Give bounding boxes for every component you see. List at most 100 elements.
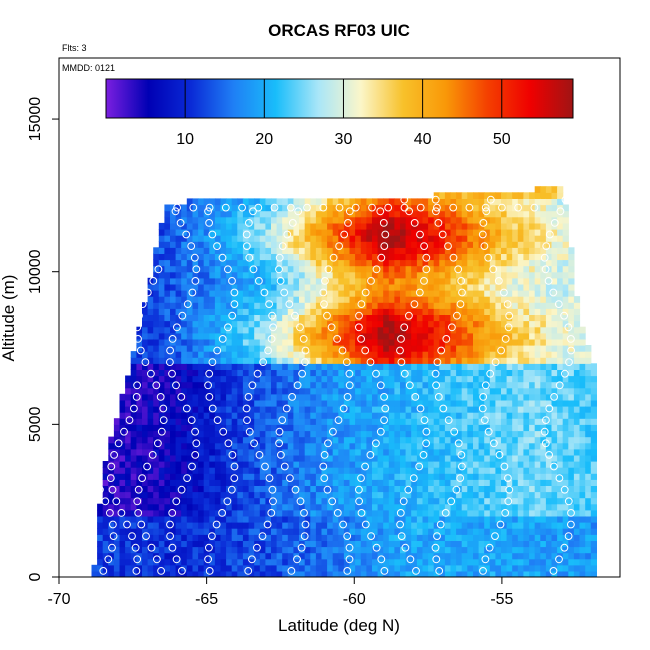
heatmap-cell: [158, 320, 165, 328]
heatmap-cell: [360, 546, 367, 554]
heatmap-cell: [512, 369, 519, 377]
heatmap-cell: [242, 461, 250, 468]
heatmap-cell: [310, 253, 317, 261]
heatmap-cell: [383, 345, 390, 352]
heatmap-cell: [198, 387, 205, 395]
heatmap-cell: [226, 216, 233, 224]
heatmap-cell: [366, 216, 373, 224]
heatmap-cell: [315, 454, 323, 462]
heatmap-cell: [456, 332, 463, 340]
heatmap-cell: [422, 351, 429, 358]
heatmap-cell: [321, 534, 328, 541]
heatmap-cell: [467, 552, 474, 560]
heatmap-cell: [568, 473, 575, 480]
heatmap-cell: [394, 418, 401, 425]
heatmap-cell: [276, 387, 283, 395]
heatmap-cell: [473, 479, 480, 486]
heatmap-cell: [523, 515, 530, 523]
heatmap-cell: [484, 534, 491, 541]
heatmap-cell: [534, 186, 541, 193]
heatmap-cell: [444, 308, 452, 315]
heatmap-cell: [153, 522, 160, 529]
heatmap-cell: [428, 424, 435, 432]
heatmap-cell: [557, 387, 564, 395]
heatmap-cell: [293, 320, 300, 328]
heatmap-cell: [355, 412, 362, 419]
heatmap-cell: [506, 253, 513, 261]
heatmap-cell: [321, 399, 328, 407]
heatmap-cell: [164, 546, 171, 554]
heatmap-cell: [209, 247, 216, 254]
heatmap-cell: [304, 229, 311, 236]
heatmap-cell: [501, 253, 508, 261]
heatmap-cell: [254, 222, 261, 230]
heatmap-cell: [517, 534, 524, 541]
heatmap-cell: [506, 558, 513, 566]
heatmap-cell: [310, 393, 317, 401]
heatmap-cell: [568, 290, 575, 297]
heatmap-cell: [338, 442, 345, 450]
heatmap-cell: [484, 277, 491, 285]
heatmap-cell: [113, 454, 121, 462]
heatmap-cell: [512, 222, 519, 230]
heatmap-cell: [226, 241, 233, 248]
heatmap-cell: [473, 558, 480, 566]
heatmap-cell: [506, 290, 513, 297]
heatmap-cell: [192, 540, 199, 548]
heatmap-cell: [545, 308, 553, 315]
heatmap-cell: [562, 314, 569, 322]
heatmap-cell: [181, 222, 188, 230]
heatmap-cell: [310, 241, 317, 248]
heatmap-cell: [282, 204, 289, 212]
heatmap-cell: [523, 247, 530, 254]
heatmap-cell: [366, 491, 373, 499]
heatmap-cell: [349, 570, 356, 577]
heatmap-cell: [338, 479, 345, 486]
heatmap-cell: [254, 509, 261, 517]
heatmap-cell: [495, 509, 502, 517]
heatmap-cell: [495, 467, 502, 474]
heatmap-cell: [242, 216, 250, 224]
heatmap-cell: [321, 515, 328, 523]
heatmap-cell: [349, 491, 356, 499]
heatmap-cell: [360, 503, 367, 511]
heatmap-cell: [287, 259, 294, 267]
heatmap-cell: [332, 473, 339, 480]
heatmap-cell: [310, 552, 317, 560]
heatmap-cell: [209, 509, 216, 517]
heatmap-cell: [517, 387, 524, 395]
heatmap-cell: [170, 369, 177, 377]
heatmap-cell: [158, 235, 165, 242]
heatmap-cell: [164, 302, 171, 309]
heatmap-cell: [343, 522, 351, 529]
heatmap-cell: [416, 558, 424, 566]
heatmap-cell: [439, 326, 446, 334]
heatmap-cell: [293, 461, 300, 468]
heatmap-cell: [209, 430, 216, 438]
heatmap-cell: [551, 454, 558, 462]
heatmap-cell: [310, 308, 317, 315]
heatmap-cell: [136, 363, 143, 370]
heatmap-cell: [557, 308, 564, 315]
heatmap-cell: [568, 375, 575, 383]
heatmap-cell: [495, 351, 502, 358]
heatmap-cell: [383, 381, 390, 389]
heatmap-cell: [473, 210, 480, 218]
heatmap-cell: [366, 467, 373, 474]
heatmap-cell: [310, 406, 317, 413]
heatmap-cell: [282, 430, 289, 438]
heatmap-cell: [310, 540, 317, 548]
heatmap-cell: [478, 314, 485, 322]
heatmap-cell: [439, 479, 446, 486]
heatmap-cell: [248, 216, 255, 224]
heatmap-cell: [405, 509, 412, 517]
heatmap-cell: [428, 491, 435, 499]
heatmap-cell: [473, 454, 480, 462]
heatmap-cell: [102, 509, 109, 517]
heatmap-cell: [265, 381, 272, 389]
heatmap-cell: [214, 424, 222, 432]
heatmap-cell: [461, 345, 468, 352]
heatmap-cell: [147, 363, 154, 370]
heatmap-cell: [551, 412, 558, 419]
heatmap-cell: [562, 222, 569, 230]
